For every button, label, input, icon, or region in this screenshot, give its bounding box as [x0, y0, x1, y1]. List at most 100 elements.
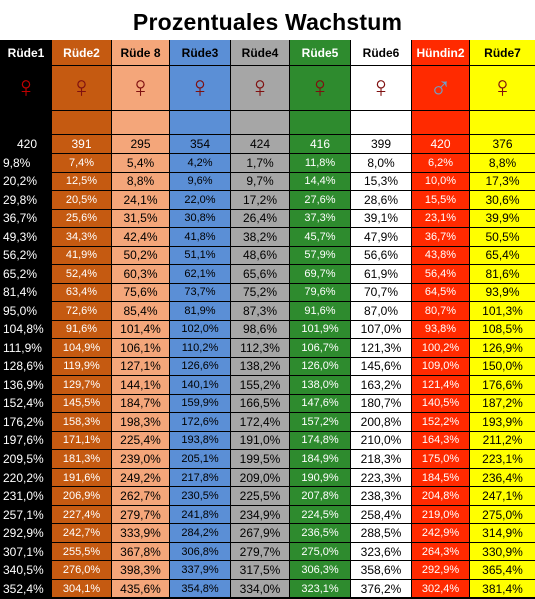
table-cell[interactable]: 81,4%: [1, 283, 52, 303]
table-cell[interactable]: 191,6%: [52, 468, 112, 488]
table-cell[interactable]: 136,9%: [1, 376, 52, 395]
table-cell[interactable]: 37,3%: [290, 209, 351, 229]
table-cell[interactable]: 81,9%: [170, 302, 231, 321]
table-cell[interactable]: 145,6%: [351, 357, 412, 377]
table-cell[interactable]: 249,2%: [112, 468, 170, 488]
table-cell[interactable]: 333,9%: [112, 524, 170, 543]
table-cell[interactable]: 255,5%: [52, 542, 112, 562]
table-cell[interactable]: 236,4%: [470, 468, 535, 488]
table-cell[interactable]: 9,8%: [1, 154, 52, 173]
table-cell[interactable]: 435,6%: [112, 579, 170, 599]
column-header[interactable]: Rüde 8: [112, 40, 170, 66]
gender-symbol-cell[interactable]: ♀: [290, 66, 351, 111]
table-cell[interactable]: 45,7%: [290, 228, 351, 247]
base-value-cell[interactable]: 420: [1, 135, 52, 154]
table-cell[interactable]: 239,0%: [112, 450, 170, 469]
table-cell[interactable]: 376,2%: [351, 579, 412, 599]
table-cell[interactable]: 304,1%: [52, 579, 112, 599]
table-cell[interactable]: 108,5%: [470, 320, 535, 340]
table-cell[interactable]: 190,9%: [290, 468, 351, 488]
table-cell[interactable]: 27,6%: [290, 191, 351, 210]
table-cell[interactable]: 337,9%: [170, 561, 231, 580]
table-cell[interactable]: 257,1%: [1, 505, 52, 525]
table-cell[interactable]: 10,0%: [412, 172, 470, 192]
table-cell[interactable]: 43,8%: [412, 246, 470, 266]
table-cell[interactable]: 210,0%: [351, 431, 412, 451]
table-cell[interactable]: 174,8%: [290, 431, 351, 451]
table-cell[interactable]: 93,9%: [470, 283, 535, 303]
base-value-cell[interactable]: 391: [52, 135, 112, 154]
table-cell[interactable]: 24,1%: [112, 191, 170, 210]
table-cell[interactable]: 36,7%: [1, 209, 52, 229]
table-cell[interactable]: 63,4%: [52, 283, 112, 303]
table-cell[interactable]: 187,2%: [470, 394, 535, 414]
table-cell[interactable]: 91,6%: [52, 320, 112, 340]
table-cell[interactable]: 98,6%: [231, 320, 290, 340]
table-cell[interactable]: 41,9%: [52, 246, 112, 266]
table-cell[interactable]: 41,8%: [170, 228, 231, 247]
table-cell[interactable]: 111,9%: [1, 339, 52, 358]
table-cell[interactable]: 126,9%: [470, 339, 535, 358]
table-cell[interactable]: 23,1%: [412, 209, 470, 229]
table-cell[interactable]: 109,0%: [412, 357, 470, 377]
table-cell[interactable]: 9,6%: [170, 172, 231, 192]
table-cell[interactable]: 276,0%: [52, 561, 112, 580]
table-cell[interactable]: 147,6%: [290, 394, 351, 414]
table-cell[interactable]: 284,2%: [170, 524, 231, 543]
table-cell[interactable]: 8,8%: [112, 172, 170, 192]
table-cell[interactable]: 267,9%: [231, 524, 290, 543]
table-cell[interactable]: 95,0%: [1, 302, 52, 321]
table-cell[interactable]: 47,9%: [351, 228, 412, 247]
table-cell[interactable]: 193,8%: [170, 431, 231, 451]
empty-cell[interactable]: [290, 111, 351, 135]
table-cell[interactable]: 85,4%: [112, 302, 170, 321]
table-cell[interactable]: 121,4%: [412, 376, 470, 395]
table-cell[interactable]: 126,0%: [290, 357, 351, 377]
table-cell[interactable]: 100,2%: [412, 339, 470, 358]
table-cell[interactable]: 75,6%: [112, 283, 170, 303]
table-cell[interactable]: 11,8%: [290, 154, 351, 173]
table-cell[interactable]: 17,2%: [231, 191, 290, 210]
table-cell[interactable]: 79,6%: [290, 283, 351, 303]
table-cell[interactable]: 358,6%: [351, 561, 412, 580]
table-cell[interactable]: 12,5%: [52, 172, 112, 192]
table-cell[interactable]: 218,3%: [351, 450, 412, 469]
table-cell[interactable]: 26,4%: [231, 209, 290, 229]
column-header[interactable]: Rüde6: [351, 40, 412, 66]
table-cell[interactable]: 42,4%: [112, 228, 170, 247]
table-cell[interactable]: 159,9%: [170, 394, 231, 414]
column-header[interactable]: Rüde5: [290, 40, 351, 66]
column-header[interactable]: Rüde1: [1, 40, 52, 66]
table-cell[interactable]: 155,2%: [231, 376, 290, 395]
table-cell[interactable]: 365,4%: [470, 561, 535, 580]
column-header[interactable]: Hündin2: [412, 40, 470, 66]
base-value-cell[interactable]: 376: [470, 135, 535, 154]
table-cell[interactable]: 87,0%: [351, 302, 412, 321]
table-cell[interactable]: 22,0%: [170, 191, 231, 210]
table-cell[interactable]: 64,5%: [412, 283, 470, 303]
table-cell[interactable]: 81,6%: [470, 265, 535, 284]
table-cell[interactable]: 191,0%: [231, 431, 290, 451]
table-cell[interactable]: 238,3%: [351, 487, 412, 506]
table-cell[interactable]: 56,6%: [351, 246, 412, 266]
empty-cell[interactable]: [231, 111, 290, 135]
table-cell[interactable]: 14,4%: [290, 172, 351, 192]
table-cell[interactable]: 127,1%: [112, 357, 170, 377]
table-cell[interactable]: 140,5%: [412, 394, 470, 414]
table-cell[interactable]: 36,7%: [412, 228, 470, 247]
table-cell[interactable]: 25,6%: [52, 209, 112, 229]
table-cell[interactable]: 241,8%: [170, 505, 231, 525]
table-cell[interactable]: 198,3%: [112, 413, 170, 432]
table-cell[interactable]: 152,2%: [412, 413, 470, 432]
table-cell[interactable]: 9,7%: [231, 172, 290, 192]
table-cell[interactable]: 227,4%: [52, 505, 112, 525]
table-cell[interactable]: 176,6%: [470, 376, 535, 395]
table-cell[interactable]: 275,0%: [290, 542, 351, 562]
table-cell[interactable]: 126,6%: [170, 357, 231, 377]
table-cell[interactable]: 31,5%: [112, 209, 170, 229]
table-cell[interactable]: 69,7%: [290, 265, 351, 284]
table-cell[interactable]: 209,5%: [1, 450, 52, 469]
table-cell[interactable]: 398,3%: [112, 561, 170, 580]
table-cell[interactable]: 211,2%: [470, 431, 535, 451]
table-cell[interactable]: 20,2%: [1, 172, 52, 192]
